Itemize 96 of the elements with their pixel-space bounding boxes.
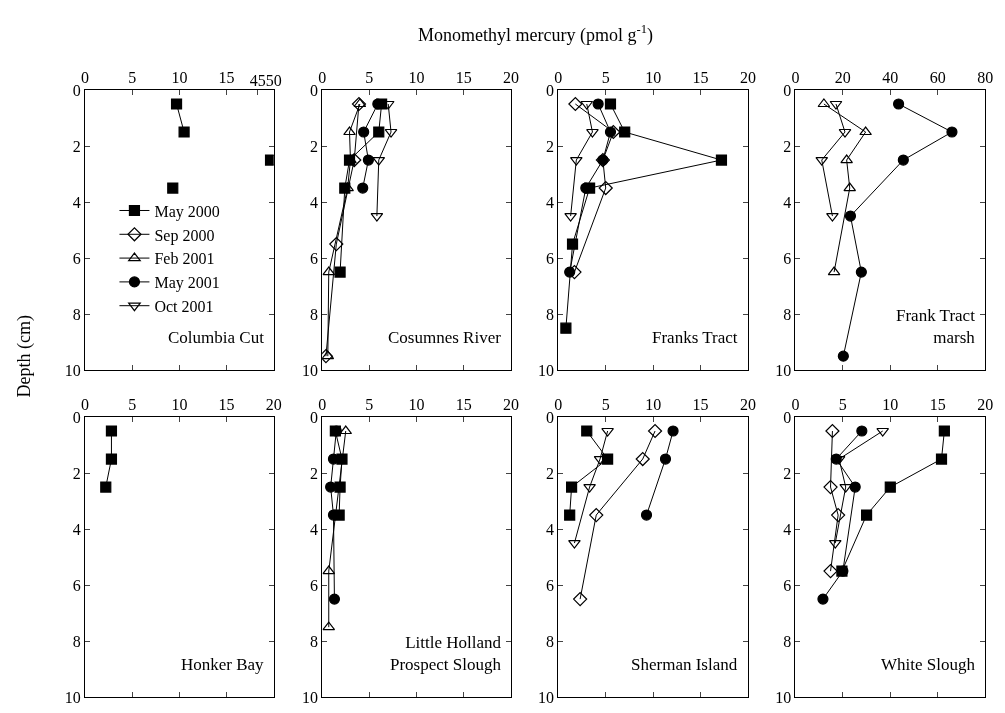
annotation: Frank Tract marsh: [896, 306, 976, 348]
x-tick-label: 20: [265, 395, 282, 413]
y-tick-label: 10: [301, 361, 318, 379]
y-tick-label: 4: [309, 193, 318, 211]
x-tick-label: 15: [218, 395, 235, 413]
x-tick-label: 15: [218, 68, 235, 86]
x-tick-label: 10: [645, 395, 662, 413]
x-tick-label: 10: [171, 68, 188, 86]
legend-label: Oct 2001: [154, 297, 214, 315]
y-tick-label: 2: [546, 137, 555, 155]
y-tick-label: 2: [72, 464, 81, 482]
y-tick-label: 0: [72, 408, 81, 426]
x-tick-label: 60: [929, 68, 946, 86]
y-tick-label: 8: [783, 632, 792, 650]
y-tick-label: 8: [783, 305, 792, 323]
y-tick-label: 10: [775, 688, 792, 706]
y-tick-label: 10: [538, 688, 555, 706]
annotation: White Slough: [881, 655, 976, 674]
x-tick-label: 20: [502, 68, 519, 86]
y-tick-label: 6: [783, 576, 792, 594]
annotation: Franks Tract: [652, 328, 738, 347]
x-tick-label: 20: [740, 68, 757, 86]
y-tick-label: 8: [309, 305, 318, 323]
y-tick-label: 0: [783, 408, 792, 426]
y-tick-label: 4: [72, 193, 81, 211]
y-tick-label: 0: [72, 81, 81, 99]
legend-label: Feb 2001: [154, 250, 215, 268]
y-tick-label: 10: [538, 361, 555, 379]
x-tick-label: 80: [977, 68, 994, 86]
annotation: Honker Bay: [181, 655, 265, 674]
y-tick-label: 8: [309, 632, 318, 650]
y-tick-label: 4: [72, 520, 81, 538]
y-tick-label: 2: [309, 464, 318, 482]
legend-label: May 2001: [154, 274, 220, 293]
legend-label: Sep 2000: [154, 226, 215, 245]
y-tick-label: 8: [546, 632, 555, 650]
y-tick-label: 8: [72, 305, 81, 323]
x-tick-label: 20: [977, 395, 994, 413]
y-tick-label: 2: [783, 137, 792, 155]
x-tick-label: 10: [645, 68, 662, 86]
y-tick-label: 8: [72, 632, 81, 650]
legend-label: May 2000: [154, 202, 220, 221]
y-tick-label: 6: [72, 576, 81, 594]
y-tick-label: 4: [546, 193, 555, 211]
y-tick-label: 0: [546, 408, 555, 426]
y-tick-label: 6: [546, 576, 555, 594]
y-tick-label: 0: [546, 81, 555, 99]
y-tick-label: 10: [775, 361, 792, 379]
y-tick-label: 2: [72, 137, 81, 155]
x-tick-label: 5: [365, 68, 374, 86]
annotation: Cosumnes River: [388, 328, 502, 347]
annotation: Sherman Island: [631, 655, 738, 674]
x-tick-label: 5: [365, 395, 374, 413]
x-tick-label: 20: [740, 395, 757, 413]
x-tick-label: 5: [601, 68, 610, 86]
y-tick-label: 6: [309, 576, 318, 594]
x-tick-label: 10: [408, 68, 425, 86]
y-tick-label: 4: [309, 520, 318, 538]
x-tick-label: 40: [882, 68, 899, 86]
annotation: Little Holland Prospect Slough: [390, 633, 502, 675]
y-tick-label: 6: [783, 249, 792, 267]
x-tick-label: 5: [838, 395, 847, 413]
y-tick-label: 6: [546, 249, 555, 267]
x-tick-label: 15: [692, 395, 709, 413]
y-tick-label: 10: [64, 361, 81, 379]
x2-tick-label: 50: [265, 71, 282, 89]
y-tick-label: 0: [783, 81, 792, 99]
y-tick-label: 2: [546, 464, 555, 482]
text: Monomethyl mercury (pmol g$^{-1}$): [418, 22, 653, 46]
y-tick-label: 2: [783, 464, 792, 482]
annotation: Columbia Cut: [168, 328, 265, 347]
y-tick-label: 4: [546, 520, 555, 538]
y-tick-label: 8: [546, 305, 555, 323]
x2-tick-label: 45: [249, 71, 266, 89]
x-tick-label: 15: [455, 395, 472, 413]
y-tick-label: 4: [783, 520, 792, 538]
x-tick-label: 10: [882, 395, 899, 413]
y-tick-label: 4: [783, 193, 792, 211]
y-tick-label: 6: [309, 249, 318, 267]
y-tick-label: 0: [309, 81, 318, 99]
x-tick-label: 15: [455, 68, 472, 86]
x-tick-label: 5: [128, 395, 137, 413]
y-tick-label: 10: [64, 688, 81, 706]
x-tick-label: 10: [408, 395, 425, 413]
text: Depth (cm): [14, 314, 36, 398]
y-tick-label: 2: [309, 137, 318, 155]
x-tick-label: 15: [692, 68, 709, 86]
y-tick-label: 0: [309, 408, 318, 426]
x-tick-label: 5: [128, 68, 137, 86]
y-tick-label: 6: [72, 249, 81, 267]
x-tick-label: 5: [601, 395, 610, 413]
x-tick-label: 20: [502, 395, 519, 413]
y-tick-label: 10: [301, 688, 318, 706]
x-tick-label: 10: [171, 395, 188, 413]
x-tick-label: 20: [834, 68, 851, 86]
x-tick-label: 15: [929, 395, 946, 413]
